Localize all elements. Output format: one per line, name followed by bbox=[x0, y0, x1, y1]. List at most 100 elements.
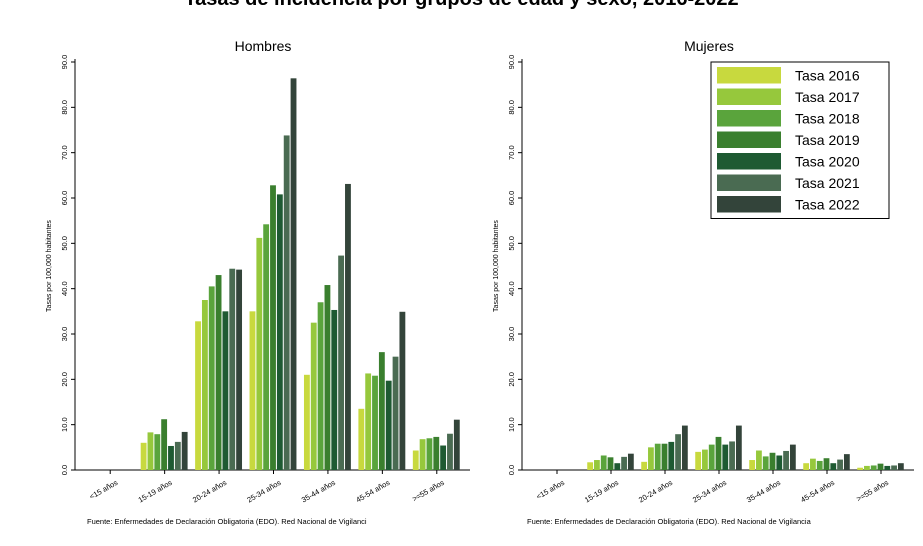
panel-2-x-tick-label: 15-19 años bbox=[583, 478, 620, 505]
panel-2-bar bbox=[594, 460, 600, 470]
panel-2-bar bbox=[654, 443, 661, 470]
panel-2-bar bbox=[803, 463, 810, 470]
panel-1-bar bbox=[270, 185, 276, 470]
panel-2-x-tick-label: <15 años bbox=[535, 478, 567, 501]
panel-2-bar bbox=[762, 456, 769, 470]
panel-2-bar bbox=[756, 450, 762, 470]
panel-2-x-tick-label: 45-54 años bbox=[799, 478, 836, 505]
panel-1-bar bbox=[249, 311, 256, 470]
panel-2-x-tick-label: 35-44 años bbox=[745, 478, 782, 505]
legend-swatch bbox=[717, 196, 781, 213]
panel-1-bar bbox=[147, 432, 154, 470]
panel-2-bar bbox=[735, 425, 742, 470]
panel-2-bar bbox=[729, 441, 735, 470]
panel-2-bar bbox=[877, 463, 884, 470]
panel-1-bar bbox=[378, 352, 385, 470]
panel-2-y-axis-label: Tasas por 100,000 habitantes bbox=[493, 220, 500, 312]
panel-2-y-tick-label: 30.0 bbox=[507, 327, 516, 342]
panel-1-bar bbox=[453, 419, 460, 470]
panel-1-y-tick-label: 50.0 bbox=[60, 236, 69, 251]
panel-2-bar bbox=[708, 444, 715, 470]
panel-2-bar bbox=[600, 455, 607, 470]
panel-1-bar bbox=[229, 268, 236, 470]
panel-2-bar bbox=[587, 462, 594, 470]
panel-1-bar bbox=[324, 285, 331, 470]
legend-swatch bbox=[717, 153, 781, 170]
panel-2-x-tick-label: >=55 años bbox=[855, 478, 890, 504]
panel-2-bar bbox=[749, 460, 756, 470]
panel-2-bar bbox=[816, 460, 823, 470]
panel-1-bar bbox=[440, 445, 447, 470]
panel-1-bar bbox=[195, 321, 201, 470]
panel-1-x-tick-label: 15-19 años bbox=[137, 478, 174, 505]
panel-2-bar bbox=[870, 465, 877, 470]
panel-1-bar bbox=[385, 380, 392, 470]
panel-1-y-tick-label: 80.0 bbox=[60, 100, 69, 115]
panel-2-bar bbox=[830, 463, 837, 470]
panel-2-source-note: Fuente: Enfermedades de Declaración Obli… bbox=[527, 517, 812, 526]
panel-1-bar bbox=[303, 374, 310, 470]
panel-2-y-tick-label: 10.0 bbox=[507, 417, 516, 432]
panel-2-y-tick-label: 80.0 bbox=[507, 100, 516, 115]
panel-1-y-tick-label: 40.0 bbox=[60, 281, 69, 296]
panel-2-bar bbox=[837, 459, 843, 470]
panel-1-bar bbox=[331, 309, 338, 470]
panel-2-y-tick-label: 70.0 bbox=[507, 145, 516, 160]
panel-1-bar bbox=[365, 373, 372, 470]
legend-label: Tasa 2016 bbox=[795, 68, 860, 84]
panel-1-y-tick-label: 0.0 bbox=[60, 465, 69, 475]
panel-1-bar bbox=[399, 311, 406, 470]
panel-1-bar bbox=[426, 438, 433, 470]
panel-1-bar bbox=[358, 408, 365, 470]
panel-1-bar bbox=[208, 286, 215, 470]
panel-2-x-tick-label: 20-24 años bbox=[637, 478, 674, 505]
panel-2-bar bbox=[897, 463, 904, 470]
panel-1-bar bbox=[372, 375, 378, 470]
panel-2-bar bbox=[627, 453, 634, 470]
panel-1-bar bbox=[140, 442, 147, 470]
legend-swatch bbox=[717, 110, 781, 127]
panel-1-bar bbox=[174, 441, 181, 470]
panel-2-bar bbox=[702, 449, 708, 470]
panel-1-bar bbox=[433, 436, 440, 470]
panel-2-bar bbox=[783, 450, 789, 470]
panel-2-bar bbox=[843, 454, 850, 470]
panel-1-bar bbox=[236, 269, 243, 470]
legend-label: Tasa 2021 bbox=[795, 175, 860, 191]
panel-2-bar bbox=[681, 425, 688, 470]
panel-1-x-tick-label: <15 años bbox=[88, 478, 120, 501]
panel-1-x-tick-label: 35-44 años bbox=[300, 478, 337, 505]
panel-2-bar bbox=[769, 452, 776, 470]
panel-2-bar bbox=[823, 458, 830, 470]
panel-2-bar bbox=[722, 444, 729, 470]
panel-1-bar bbox=[345, 183, 351, 471]
legend-swatch bbox=[717, 88, 781, 105]
panel-2-bar bbox=[789, 444, 796, 470]
legend-label: Tasa 2017 bbox=[795, 89, 860, 105]
panel-1-bar bbox=[310, 322, 317, 470]
panel-2-bar bbox=[641, 461, 648, 470]
panel-1-source-note: Fuente: Enfermedades de Declaración Obli… bbox=[87, 517, 367, 526]
panel-2-bar bbox=[607, 457, 614, 470]
panel-1-x-tick-label: 20-24 años bbox=[191, 478, 228, 505]
panel-2-bar bbox=[891, 465, 897, 470]
panel-2-bar bbox=[884, 465, 891, 470]
panel-1-bar bbox=[447, 433, 453, 470]
panel-1-bar bbox=[263, 224, 270, 470]
panel-1-y-tick-label: 10.0 bbox=[60, 417, 69, 432]
panel-1-bar bbox=[276, 194, 283, 470]
panel-1-bar bbox=[290, 78, 297, 470]
panel-1-x-tick-label: 25-34 años bbox=[245, 478, 282, 505]
panel-1-y-tick-label: 90.0 bbox=[60, 55, 69, 70]
page-title: Tasas de incidencia por grupos de edad y… bbox=[0, 0, 923, 11]
panel-1-bar bbox=[392, 356, 399, 470]
panel-2-bar bbox=[776, 455, 783, 470]
panel-1-bar bbox=[222, 311, 229, 470]
panel-1-y-tick-label: 30.0 bbox=[60, 327, 69, 342]
legend-label: Tasa 2018 bbox=[795, 111, 860, 127]
panel-1-bar bbox=[215, 275, 222, 470]
panel-1-bar bbox=[283, 135, 290, 470]
panel-2-bar bbox=[675, 434, 681, 470]
legend-label: Tasa 2019 bbox=[795, 132, 860, 148]
